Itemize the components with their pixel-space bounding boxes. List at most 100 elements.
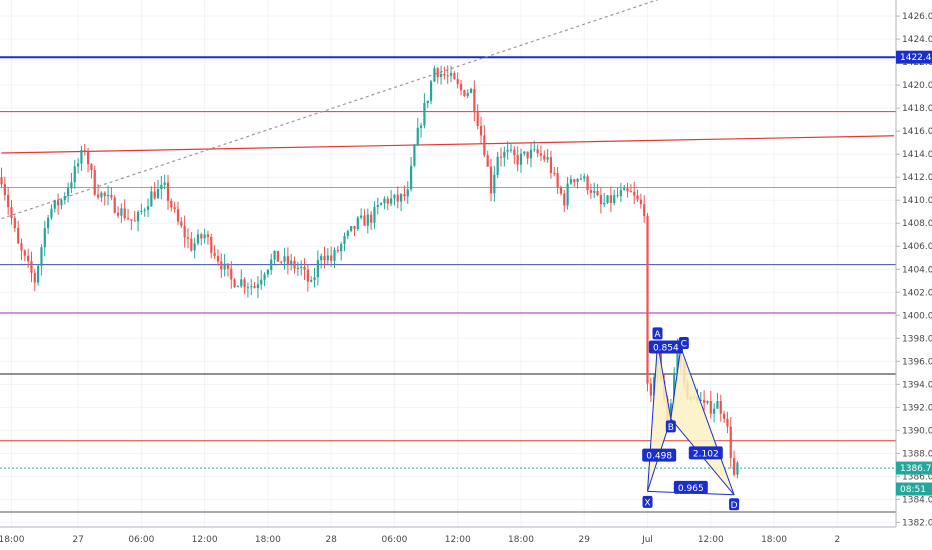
y-tick-label: 1382.00 xyxy=(902,518,932,528)
candle-body xyxy=(316,260,319,278)
candle-body xyxy=(213,252,216,257)
pattern-point-label: B xyxy=(668,423,674,433)
candle-body xyxy=(633,191,636,196)
candle-body xyxy=(210,236,213,253)
candle-body xyxy=(606,195,609,203)
candle-body xyxy=(96,194,100,198)
candle-body xyxy=(133,220,136,222)
candle-body xyxy=(30,261,33,273)
y-tick-label: 1388.00 xyxy=(902,449,932,459)
y-tick-label: 1426.00 xyxy=(902,12,932,22)
candle-body xyxy=(313,277,316,280)
candle-body xyxy=(380,203,383,206)
candle-body xyxy=(120,208,123,216)
candle-body xyxy=(276,250,279,262)
candle-body xyxy=(616,195,619,197)
candle-body xyxy=(283,256,286,262)
candle-body xyxy=(429,81,433,101)
pattern-leg-ab xyxy=(657,342,672,419)
candle-body xyxy=(639,199,642,205)
candle-body xyxy=(596,190,599,196)
candle-body xyxy=(543,155,546,160)
x-tick-label: 12:00 xyxy=(192,535,218,545)
candle-body xyxy=(220,261,223,270)
candle-body xyxy=(716,401,719,409)
candle-body xyxy=(203,234,206,239)
candle-body xyxy=(469,88,473,93)
candle-body xyxy=(636,195,639,200)
candle-body xyxy=(290,260,293,265)
trend-lines[interactable] xyxy=(1,0,894,220)
candle-body xyxy=(553,172,556,174)
candle-body xyxy=(23,250,26,256)
candle-body xyxy=(343,236,346,245)
y-axis-panel[interactable] xyxy=(896,0,932,527)
y-tick-label: 1414.00 xyxy=(902,150,932,160)
y-tick-label: 1408.00 xyxy=(902,219,932,229)
candle-body xyxy=(446,75,449,77)
pattern-leg-xa xyxy=(647,342,659,492)
y-tick-label: 1412.00 xyxy=(902,173,932,183)
candle-body xyxy=(536,149,539,154)
candle-body xyxy=(423,103,426,126)
candle-body xyxy=(709,401,712,414)
candle-body xyxy=(416,127,419,146)
candle-body xyxy=(350,226,353,231)
x-tick-label: 29 xyxy=(579,535,591,545)
candle-body xyxy=(260,279,263,285)
candle-body xyxy=(270,259,273,270)
candle-body xyxy=(406,189,409,197)
candle-body xyxy=(33,272,36,283)
candle-body xyxy=(246,287,250,289)
candle-body xyxy=(736,462,739,475)
pattern-ratio-box xyxy=(673,480,708,494)
candle-body xyxy=(459,83,463,91)
candle-body xyxy=(576,178,579,182)
candle-body xyxy=(253,286,256,288)
candle-body xyxy=(390,198,393,204)
harmonic-pattern[interactable]: 0.854 0.498 2.102 0.965 X A B C D xyxy=(642,327,740,511)
candle-body xyxy=(230,268,233,280)
price-tag-box xyxy=(896,461,932,475)
candle-body xyxy=(196,234,200,244)
candle-body xyxy=(393,194,396,199)
y-tick-label: 1384.00 xyxy=(902,495,932,505)
candle-body xyxy=(306,269,309,282)
candle-body xyxy=(386,198,389,204)
candle-body xyxy=(496,156,499,175)
candle-body xyxy=(250,286,253,288)
y-tick-label: 1394.00 xyxy=(902,380,932,390)
pattern-ratio-box xyxy=(648,340,683,354)
candle-body xyxy=(193,243,196,251)
candle-body xyxy=(136,211,140,222)
candle-body xyxy=(67,188,70,197)
candle-body xyxy=(13,218,16,229)
candle-body xyxy=(586,176,589,191)
candle-body xyxy=(176,209,180,222)
candle-body xyxy=(110,194,113,198)
candle-body xyxy=(483,135,486,156)
candle-body xyxy=(529,149,533,159)
x-tick-label: 12:00 xyxy=(698,535,724,545)
candle-body xyxy=(143,209,146,211)
candle-body xyxy=(649,383,652,396)
candle-body xyxy=(403,194,406,197)
candle-body xyxy=(116,212,120,216)
candle-body xyxy=(160,184,163,189)
dashed-trend-line xyxy=(1,0,659,220)
candle-body xyxy=(236,286,240,288)
candle-body xyxy=(646,216,649,384)
candle-body xyxy=(310,279,313,282)
x-axis-panel[interactable] xyxy=(0,527,932,550)
candle-body xyxy=(489,166,493,194)
candle-body xyxy=(396,194,399,202)
candle-body xyxy=(513,149,516,156)
y-tick-label: 1398.00 xyxy=(902,334,932,344)
candle-body xyxy=(476,112,479,126)
x-tick-label: 18:00 xyxy=(0,535,25,545)
horizontal-levels[interactable] xyxy=(0,56,896,513)
candle-body xyxy=(400,194,403,202)
pattern-point-box xyxy=(678,336,689,349)
x-tick-label: 2 xyxy=(834,535,840,545)
